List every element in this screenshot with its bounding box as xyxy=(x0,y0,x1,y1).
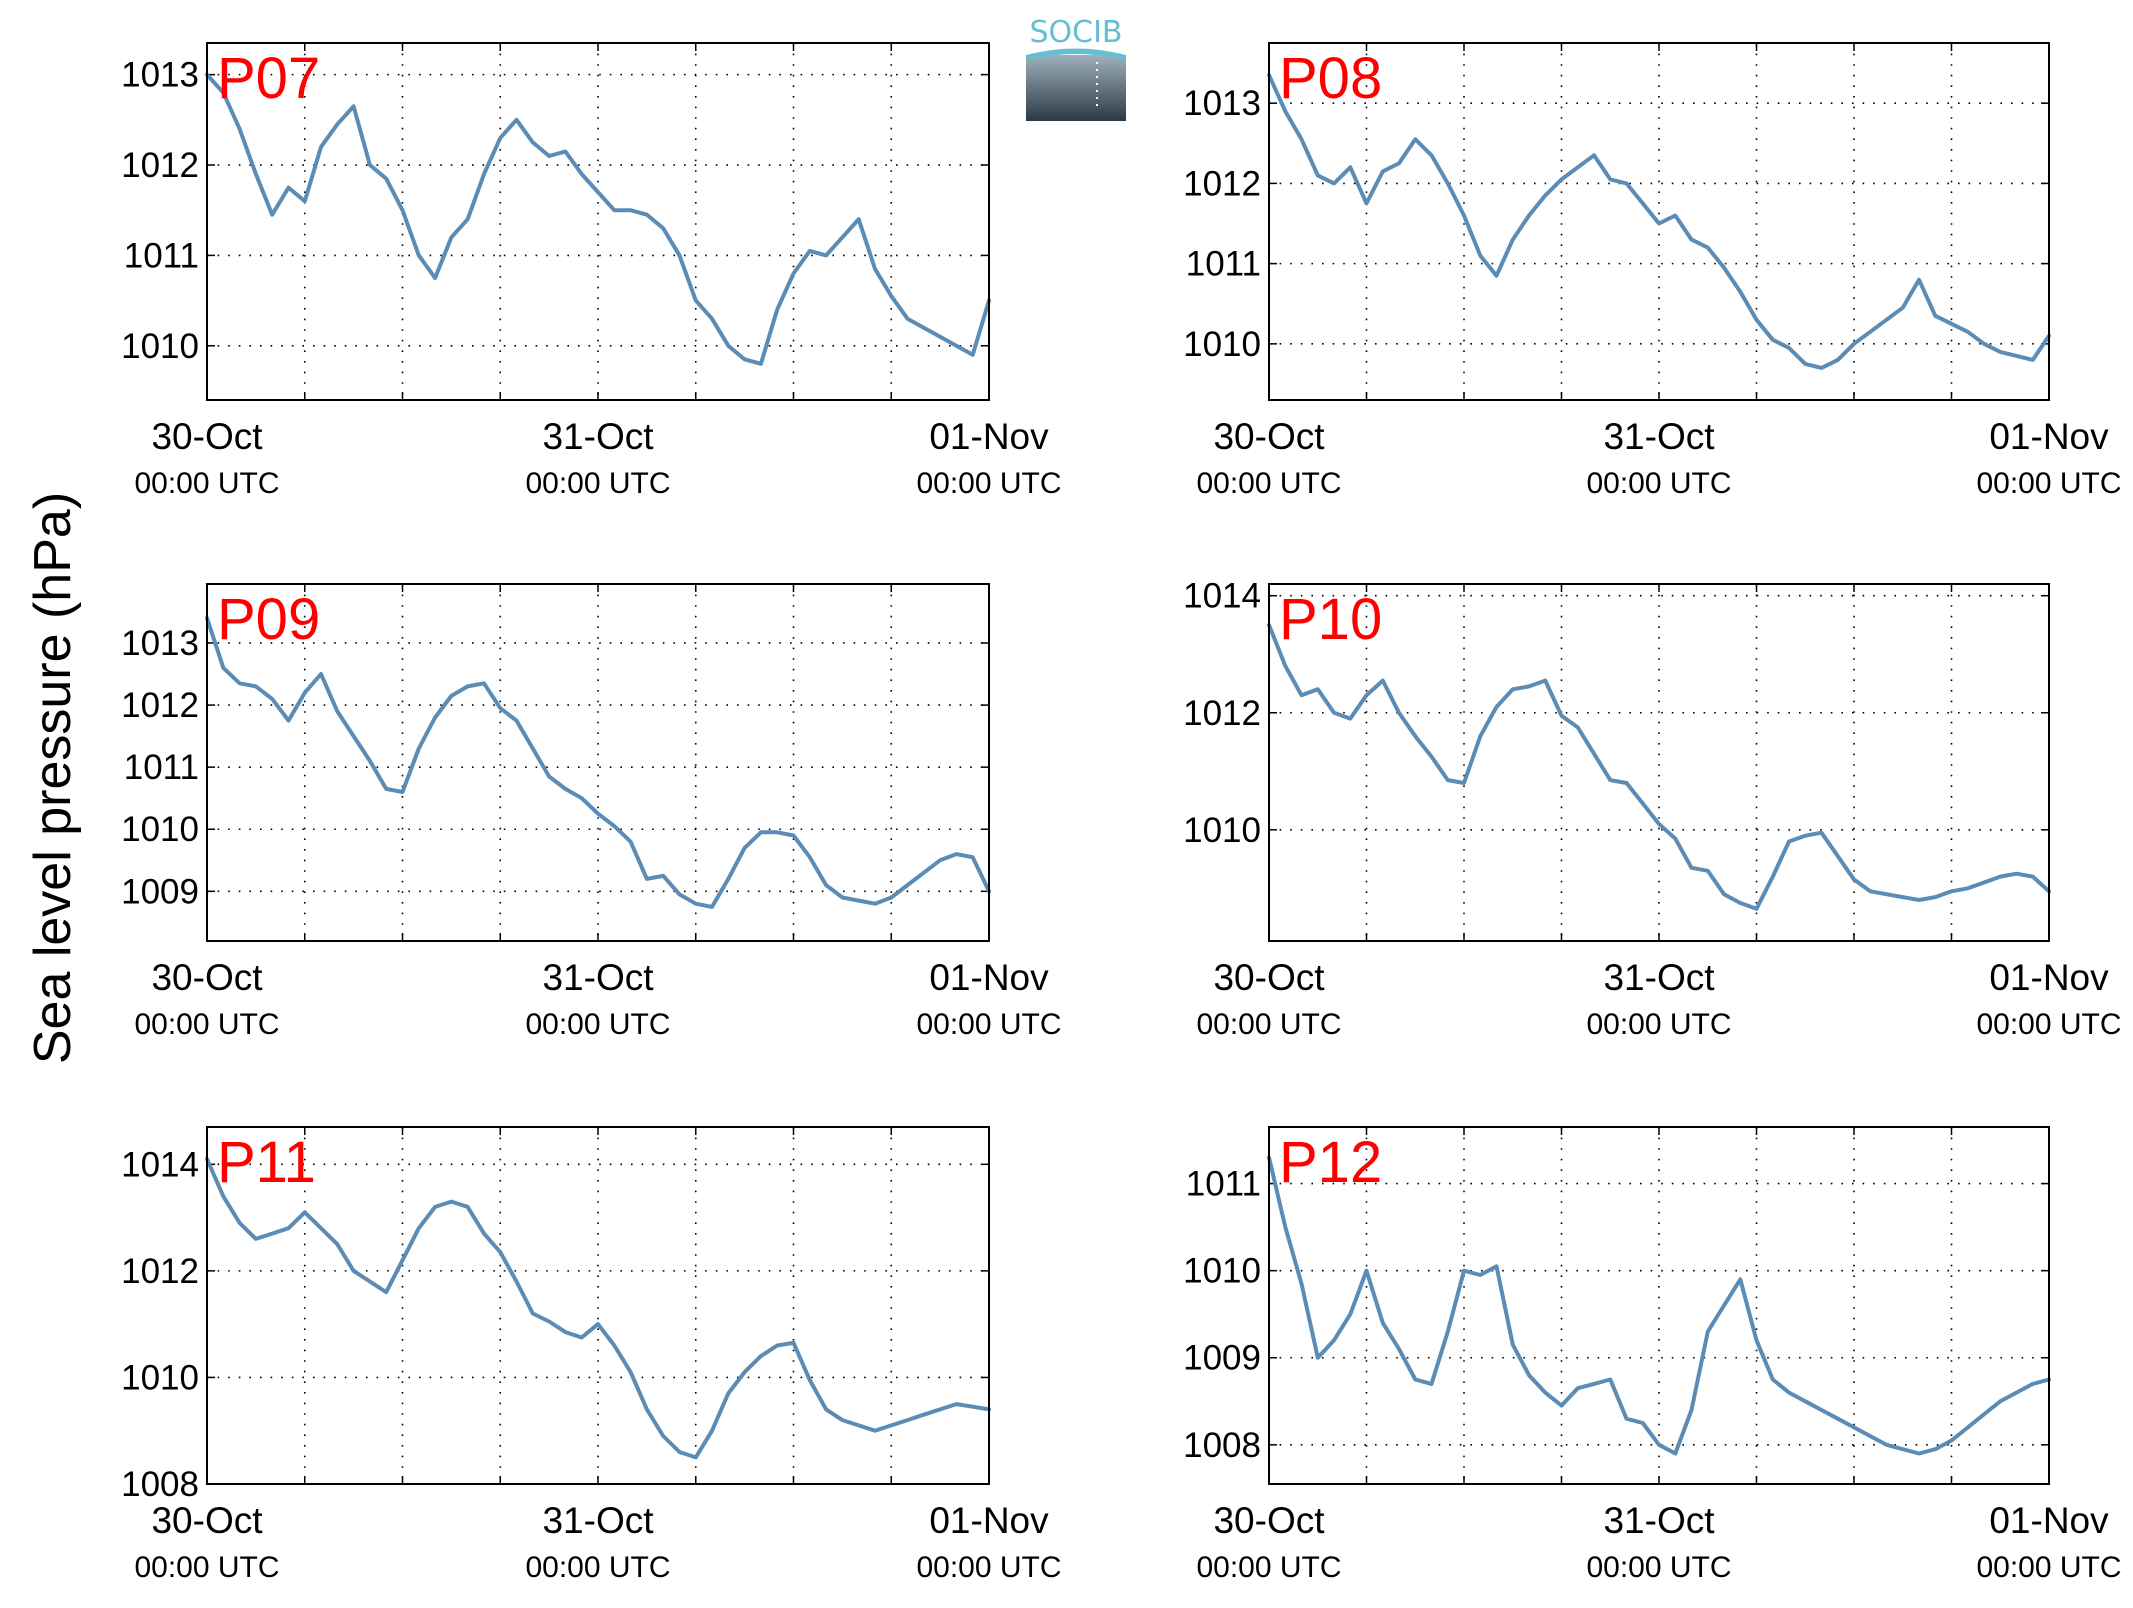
x-tick-label-time: 00:00 UTC xyxy=(916,467,1061,500)
x-tick-label-date: 31-Oct xyxy=(542,1500,654,1541)
x-tick-label-date: 01-Nov xyxy=(929,416,1049,457)
plot-frame xyxy=(1268,1126,2050,1485)
y-tick-label: 1012 xyxy=(1183,164,1261,203)
socib-logo-block xyxy=(1026,55,1126,121)
x-tick-label-date: 30-Oct xyxy=(151,957,263,998)
y-tick-label: 1008 xyxy=(1183,1426,1261,1465)
x-tick-label-time: 00:00 UTC xyxy=(525,467,670,500)
panel-p11: 1008 1010 1012 1014 30-Oct 00:00 UTC 31-Oct 00:… xyxy=(121,1126,1062,1584)
x-tick-label-time: 00:00 UTC xyxy=(1196,1008,1341,1041)
y-tick-label: 1010 xyxy=(1183,1252,1261,1291)
y-tick-label: 1013 xyxy=(121,624,199,663)
series-line-p07 xyxy=(205,72,991,366)
x-tick-label-date: 01-Nov xyxy=(1989,416,2109,457)
socib-logo-wave xyxy=(1026,48,1126,60)
y-tick-label: 1011 xyxy=(1186,1165,1261,1204)
y-tick-label: 1014 xyxy=(1183,577,1261,616)
series-line-p08 xyxy=(1267,73,2051,370)
panel-p07: 1010 1011 1012 1013 30-Oct 00:00 UTC 31-Oct 00:… xyxy=(121,42,1062,500)
panel-p12: 1008 1009 1010 1011 30-Oct 00:00 UTC 31-Oct 00:… xyxy=(1183,1126,2122,1584)
panel-label: P10 xyxy=(1279,587,1382,652)
y-tick-label: 1011 xyxy=(124,236,199,275)
x-tick-label-time: 00:00 UTC xyxy=(1976,1008,2121,1041)
x-tick-label-time: 00:00 UTC xyxy=(916,1551,1061,1584)
x-tick-label-date: 30-Oct xyxy=(1213,416,1325,457)
socib-logo: SOCIB xyxy=(1026,15,1126,121)
x-tick-label-date: 01-Nov xyxy=(929,957,1049,998)
x-tick-label-time: 00:00 UTC xyxy=(1196,467,1341,500)
x-tick-label-time: 00:00 UTC xyxy=(1196,1551,1341,1584)
y-tick-label: 1009 xyxy=(1183,1339,1261,1378)
y-tick-label: 1012 xyxy=(121,686,199,725)
panel-label: P12 xyxy=(1279,1130,1382,1195)
x-tick-label-date: 31-Oct xyxy=(542,957,654,998)
series-line-p12 xyxy=(1267,1155,2051,1456)
y-tick-label: 1010 xyxy=(1183,811,1261,850)
socib-logo-text: SOCIB xyxy=(1029,15,1122,50)
panel-label: P09 xyxy=(217,587,320,652)
y-tick-label: 1014 xyxy=(121,1145,199,1184)
x-tick-label-time: 00:00 UTC xyxy=(1586,1551,1731,1584)
y-tick-label: 1013 xyxy=(121,56,199,95)
series-line-p11 xyxy=(205,1157,991,1460)
y-tick-label: 1012 xyxy=(121,146,199,185)
panel-label: P08 xyxy=(1279,46,1382,111)
x-tick-label-date: 01-Nov xyxy=(1989,957,2109,998)
x-tick-label-time: 00:00 UTC xyxy=(1586,467,1731,500)
panel-p08: 1010 1011 1012 1013 30-Oct 00:00 UTC 31-Oct 00:… xyxy=(1183,42,2122,500)
y-tick-label: 1008 xyxy=(121,1465,199,1504)
y-tick-label: 1012 xyxy=(121,1252,199,1291)
x-tick-label-time: 00:00 UTC xyxy=(134,1008,279,1041)
panel-p10: 1010 1012 1014 30-Oct 00:00 UTC 31-Oct 00:00 U… xyxy=(1183,577,2121,1041)
x-tick-label-date: 01-Nov xyxy=(929,1500,1049,1541)
plot-frame xyxy=(206,583,990,942)
x-tick-label-time: 00:00 UTC xyxy=(134,467,279,500)
panel-label: P11 xyxy=(217,1130,316,1195)
plot-frame xyxy=(206,42,990,401)
x-tick-label-date: 31-Oct xyxy=(1603,1500,1715,1541)
x-tick-label-time: 00:00 UTC xyxy=(525,1551,670,1584)
x-tick-label-date: 30-Oct xyxy=(1213,957,1325,998)
x-tick-label-date: 30-Oct xyxy=(151,416,263,457)
y-tick-label: 1010 xyxy=(121,327,199,366)
y-tick-label: 1011 xyxy=(1186,245,1261,284)
x-tick-label-time: 00:00 UTC xyxy=(525,1008,670,1041)
plot-frame xyxy=(206,1126,990,1485)
x-tick-label-date: 31-Oct xyxy=(1603,416,1715,457)
y-tick-label: 1012 xyxy=(1183,694,1261,733)
plot-frame xyxy=(1268,583,2050,942)
x-tick-label-time: 00:00 UTC xyxy=(134,1551,279,1584)
y-axis-label: Sea level pressure (hPa) xyxy=(24,492,82,1064)
panel-label: P07 xyxy=(217,46,320,111)
x-tick-label-time: 00:00 UTC xyxy=(1976,1551,2121,1584)
y-tick-label: 1013 xyxy=(1183,84,1261,123)
y-tick-label: 1010 xyxy=(1183,325,1261,364)
series-line-p10 xyxy=(1267,623,2051,911)
x-tick-label-date: 01-Nov xyxy=(1989,1500,2109,1541)
y-tick-label: 1010 xyxy=(121,1358,199,1397)
x-tick-label-date: 30-Oct xyxy=(1213,1500,1325,1541)
x-tick-label-date: 30-Oct xyxy=(151,1500,263,1541)
series-line-p09 xyxy=(205,616,991,909)
x-tick-label-date: 31-Oct xyxy=(1603,957,1715,998)
plot-frame xyxy=(1268,42,2050,401)
x-tick-label-date: 31-Oct xyxy=(542,416,654,457)
x-tick-label-time: 00:00 UTC xyxy=(916,1008,1061,1041)
x-tick-label-time: 00:00 UTC xyxy=(1586,1008,1731,1041)
panel-p09: 1009 1010 1011 1012 1013 30-Oct 00:00 UTC 31-Oc… xyxy=(121,583,1062,1041)
y-tick-label: 1011 xyxy=(124,748,199,787)
y-tick-label: 1009 xyxy=(121,872,199,911)
x-tick-label-time: 00:00 UTC xyxy=(1976,467,2121,500)
y-tick-label: 1010 xyxy=(121,810,199,849)
